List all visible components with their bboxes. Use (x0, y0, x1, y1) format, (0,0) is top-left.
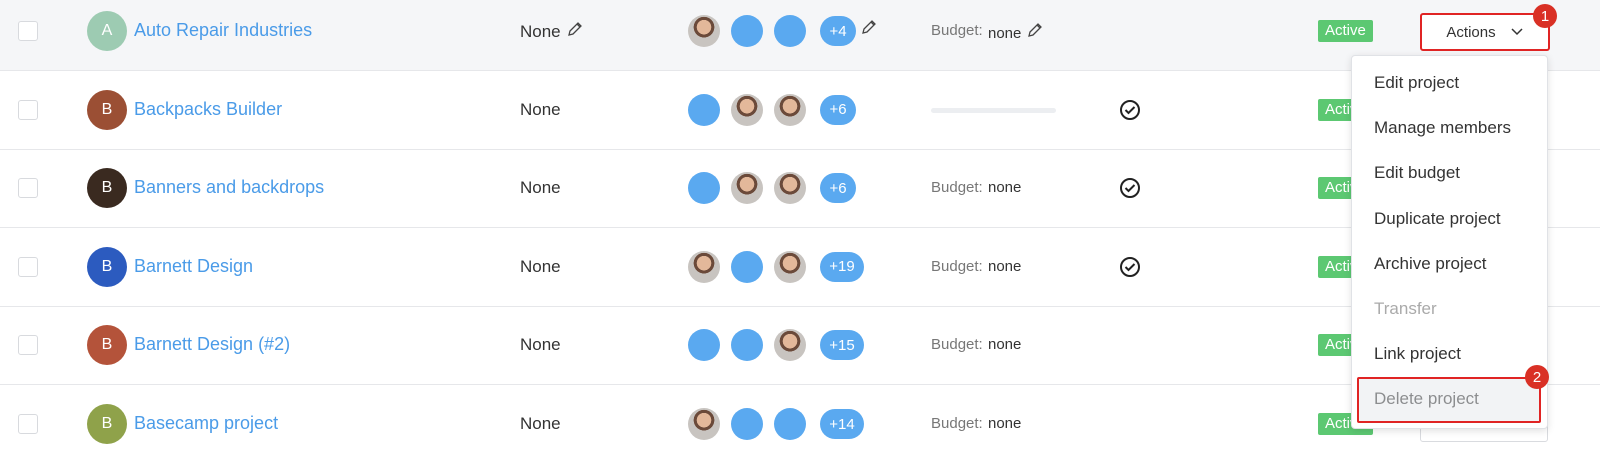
edit-icon[interactable] (567, 22, 583, 41)
member-avatar (774, 93, 806, 126)
budget-label: Budget: (931, 22, 983, 39)
checkbox[interactable] (18, 414, 38, 434)
member-avatar (688, 172, 720, 205)
menu-item[interactable]: Edit budget (1374, 163, 1461, 183)
menu-item[interactable]: Link project (1374, 344, 1461, 364)
member-avatar (688, 15, 720, 47)
menu-item[interactable]: Edit project (1374, 73, 1460, 92)
member-avatar (731, 329, 763, 362)
budget-label: Budget: (931, 415, 983, 432)
more-members[interactable]: +6 (820, 173, 856, 204)
project-name[interactable]: Barnett Design (#2) (134, 334, 291, 355)
edit-icon[interactable] (861, 19, 877, 40)
client: None (520, 414, 561, 433)
budget-label: Budget: (931, 257, 983, 275)
check-icon (1119, 256, 1141, 283)
status-badge: Active (1318, 20, 1373, 42)
budget-value: none (988, 336, 1022, 354)
member-avatar (688, 250, 720, 283)
member-avatar (731, 408, 763, 440)
member-avatar (774, 408, 806, 440)
annotation-badge: 1 (1533, 4, 1557, 28)
check-icon (1119, 177, 1141, 204)
project-avatar: B (87, 168, 127, 209)
client: None (520, 99, 561, 119)
checkbox[interactable] (18, 256, 38, 277)
more-members[interactable]: +4 (820, 16, 856, 46)
member-avatar (774, 329, 806, 362)
project-row: A Auto Repair Industries None +4 Budget: none… (0, 0, 1600, 71)
project-avatar: B (87, 404, 127, 444)
checkbox[interactable] (18, 178, 38, 199)
highlight-box (1357, 377, 1541, 423)
more-members[interactable]: +6 (820, 94, 856, 125)
member-avatar (774, 250, 806, 283)
check-icon (1119, 99, 1141, 126)
project-avatar: B (87, 89, 127, 130)
checkbox[interactable] (18, 99, 38, 120)
menu-item[interactable]: Archive project (1374, 253, 1487, 273)
client: None (520, 178, 561, 198)
budget-label: Budget: (931, 179, 983, 197)
actions-menu: Edit project Manage members Edit budget Dup… (1351, 55, 1548, 429)
budget-value: none (988, 179, 1022, 197)
client: None (520, 335, 561, 355)
project-name[interactable]: Backpacks Builder (134, 98, 283, 119)
menu-item[interactable]: Manage members (1374, 118, 1512, 138)
budget-label: Budget: (931, 336, 983, 354)
actions-button[interactable]: Actions (1420, 13, 1550, 51)
annotation-badge: 2 (1525, 365, 1549, 389)
more-members[interactable]: +15 (820, 330, 864, 361)
actions-label: Actions (1446, 23, 1496, 41)
member-avatar (731, 93, 763, 126)
member-avatar (688, 93, 720, 126)
member-avatar (731, 15, 763, 47)
chevron (1510, 24, 1524, 41)
budget-value: none (988, 22, 1043, 42)
budget-value: none (988, 415, 1022, 432)
member-avatar (731, 250, 763, 283)
project-name[interactable]: Barnett Design (134, 255, 254, 276)
project-avatar: A (87, 11, 127, 51)
more-members[interactable]: +14 (820, 409, 864, 439)
menu-item: Transfer (1374, 299, 1437, 318)
checkbox[interactable] (18, 21, 38, 41)
budget-bar (931, 107, 1056, 113)
project-avatar: B (87, 246, 127, 287)
edit-icon[interactable] (1027, 23, 1043, 42)
checkbox[interactable] (18, 335, 38, 356)
more-members[interactable]: +19 (820, 251, 864, 282)
project-name[interactable]: Basecamp project (134, 413, 279, 433)
member-avatar (774, 172, 806, 205)
client: None (520, 256, 561, 276)
client: None (520, 21, 583, 42)
project-name[interactable]: Auto Repair Industries (134, 20, 313, 40)
member-avatar (688, 408, 720, 440)
member-avatar (731, 172, 763, 205)
budget-value: none (988, 257, 1022, 275)
project-name[interactable]: Banners and backdrops (134, 177, 325, 198)
project-avatar: B (87, 325, 127, 366)
menu-item[interactable]: Duplicate project (1374, 208, 1501, 228)
member-avatar (774, 15, 806, 47)
member-avatar (688, 329, 720, 362)
